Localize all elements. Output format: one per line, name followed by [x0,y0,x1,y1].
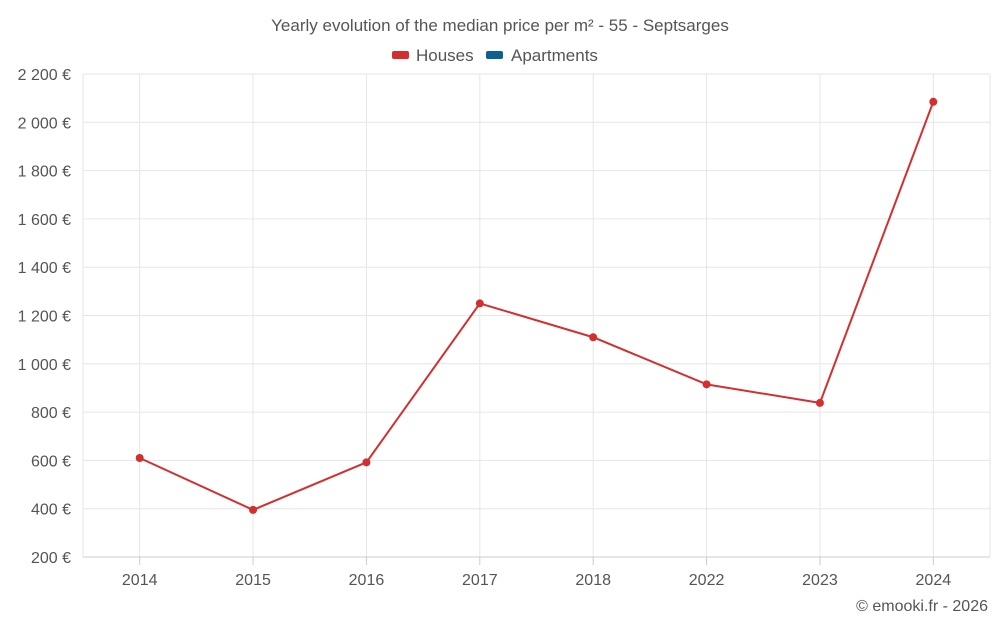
grid [82,73,991,558]
y-tick-label: 800 € [31,405,71,422]
y-tick-label: 1 200 € [18,309,71,326]
series [135,97,938,514]
data-point-houses-2014[interactable] [135,453,144,462]
y-tick-label: 1 800 € [18,164,71,181]
x-tick-label: 2015 [235,572,271,589]
y-tick-label: 400 € [31,502,71,519]
y-tick-label: 2 200 € [18,67,71,84]
data-point-houses-2018[interactable] [589,333,598,342]
y-tick-label: 2 000 € [18,115,71,132]
legend-item-apartments[interactable]: Apartments [486,46,598,65]
y-tick-label: 1 000 € [18,357,71,374]
chart-credit: © emooki.fr - 2026 [856,598,988,615]
y-tick-label: 200 € [31,550,71,567]
y-tick-label: 1 400 € [18,260,71,277]
series-line-houses [138,100,935,511]
data-point-houses-2024[interactable] [929,97,938,106]
x-tick-label: 2023 [802,572,838,589]
x-tick-label: 2017 [462,572,498,589]
data-point-houses-2023[interactable] [815,398,824,407]
legend-swatch-houses [392,51,409,59]
data-point-houses-2016[interactable] [362,458,371,467]
x-tick-label: 2018 [575,572,611,589]
y-tick-label: 600 € [31,453,71,470]
legend-item-houses[interactable]: Houses [392,46,474,65]
x-tick-label: 2016 [349,572,385,589]
chart-title: Yearly evolution of the median price per… [271,16,729,35]
axes: 2 200 € 2 000 € 1 800 € 1 600 € 1 400 € 1 200… [18,67,990,589]
data-point-houses-2015[interactable] [249,505,258,514]
legend-swatch-apartments [486,51,503,59]
legend: Houses Apartments [392,46,598,65]
data-point-houses-2017[interactable] [475,299,484,308]
legend-label-houses: Houses [416,46,474,65]
x-tick-label: 2022 [689,572,725,589]
x-tick-label: 2024 [916,572,952,589]
legend-label-apartments: Apartments [511,46,598,65]
data-point-houses-2022[interactable] [702,380,711,389]
x-tick-label: 2014 [122,572,158,589]
y-tick-label: 1 600 € [18,212,71,229]
